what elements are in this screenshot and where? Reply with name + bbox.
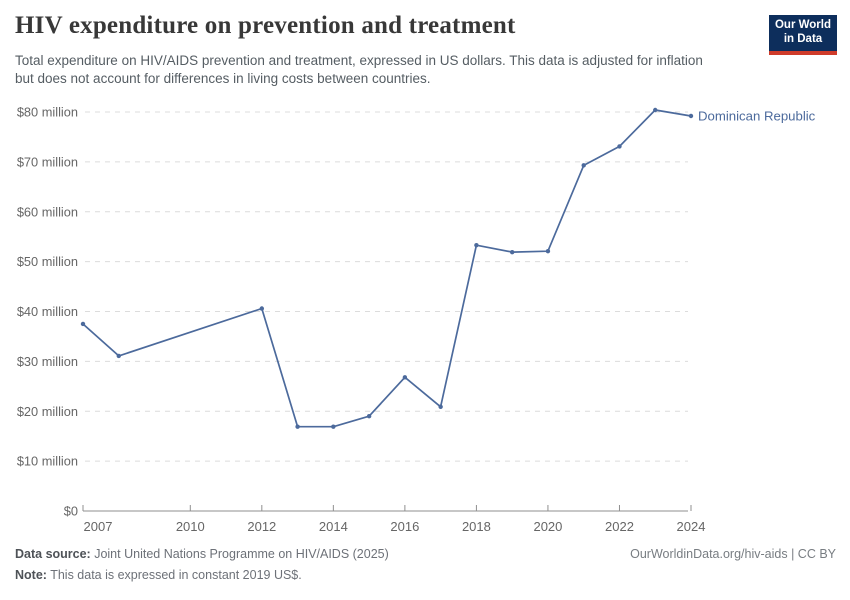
- x-axis-tick-label: 2022: [605, 519, 634, 534]
- data-point-marker[interactable]: [331, 424, 336, 429]
- note-value: This data is expressed in constant 2019 …: [46, 568, 302, 582]
- data-point-marker[interactable]: [438, 404, 443, 409]
- data-point-marker[interactable]: [509, 249, 515, 255]
- note-label: Note:: [15, 568, 47, 582]
- owid-logo-stripe: [769, 50, 837, 55]
- data-point-marker[interactable]: [80, 321, 86, 327]
- x-axis-tick-label: 2014: [319, 519, 348, 534]
- y-axis-tick-label: $50 million: [17, 254, 78, 269]
- x-axis-tick-label: 2007: [84, 519, 113, 534]
- y-axis-tick-label: $40 million: [17, 304, 78, 319]
- owid-logo[interactable]: Our World in Data: [769, 15, 837, 55]
- data-point-marker[interactable]: [545, 248, 551, 254]
- x-axis-tick-label: 2016: [390, 519, 419, 534]
- x-axis-tick-label: 2020: [533, 519, 562, 534]
- x-axis-tick-label: 2024: [677, 519, 706, 534]
- data-source-value: Joint United Nations Programme on HIV/AI…: [90, 547, 389, 561]
- owid-logo-box: Our World in Data: [769, 15, 837, 51]
- note-line: Note: This data is expressed in constant…: [15, 568, 302, 582]
- x-axis-tick-label: 2010: [176, 519, 205, 534]
- series-entity-label[interactable]: Dominican Republic: [698, 108, 816, 123]
- y-axis-tick-label: $70 million: [17, 154, 78, 169]
- y-axis-tick-label: $30 million: [17, 354, 78, 369]
- data-point-marker[interactable]: [402, 375, 408, 380]
- y-axis-tick-label: $10 million: [17, 454, 78, 469]
- y-axis-tick-label: $20 million: [17, 404, 78, 419]
- x-axis-tick-label: 2018: [462, 519, 491, 534]
- owid-logo-line1: Our World: [774, 19, 831, 31]
- page-title: HIV expenditure on prevention and treatm…: [15, 12, 516, 39]
- data-point-marker[interactable]: [295, 424, 300, 429]
- data-point-marker[interactable]: [366, 414, 372, 419]
- y-axis-tick-label: $0: [64, 504, 78, 519]
- data-point-marker[interactable]: [259, 306, 265, 311]
- data-point-marker[interactable]: [116, 353, 121, 359]
- x-axis-tick-label: 2012: [247, 519, 276, 534]
- y-axis-tick-label: $80 million: [17, 105, 78, 120]
- data-point-marker[interactable]: [653, 107, 658, 113]
- data-point-marker[interactable]: [581, 163, 586, 168]
- y-axis-tick-label: $60 million: [17, 204, 78, 219]
- series-line[interactable]: [82, 109, 692, 428]
- data-source-line: Data source: Joint United Nations Progra…: [15, 547, 389, 561]
- owid-logo-line2: in Data: [783, 33, 823, 46]
- chart-subtitle: Total expenditure on HIV/AIDS prevention…: [15, 53, 703, 86]
- owid-url-license-link[interactable]: OurWorldinData.org/hiv-aids | CC BY: [630, 547, 836, 561]
- data-point-marker[interactable]: [688, 113, 694, 119]
- data-point-marker[interactable]: [617, 144, 622, 149]
- data-point-marker[interactable]: [474, 242, 479, 248]
- data-source-label: Data source:: [15, 547, 91, 561]
